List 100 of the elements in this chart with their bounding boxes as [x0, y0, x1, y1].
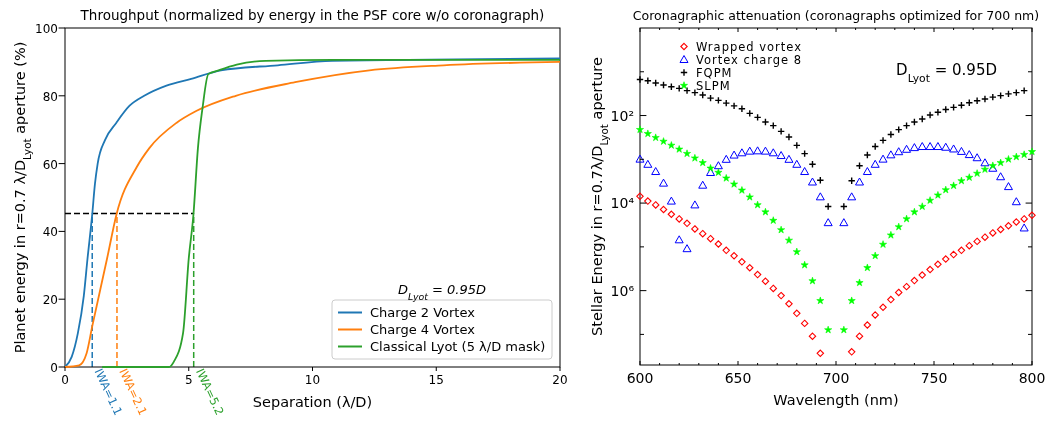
x-tick-label: 15	[428, 373, 444, 387]
point	[949, 181, 958, 190]
legend-label: FQPM	[696, 66, 733, 80]
point	[878, 154, 888, 163]
point	[706, 94, 715, 103]
point	[722, 246, 730, 255]
point	[785, 133, 793, 141]
point	[777, 225, 786, 234]
point	[644, 197, 652, 205]
point	[674, 235, 684, 244]
point	[777, 127, 786, 136]
point	[917, 142, 927, 151]
point	[714, 240, 723, 248]
point	[910, 276, 919, 285]
point	[675, 215, 683, 223]
point	[792, 247, 801, 256]
point	[777, 291, 785, 300]
point	[808, 276, 817, 285]
y-tick-label: 40	[42, 225, 58, 240]
point	[933, 142, 943, 151]
annotation: D$_{Lyot}$ = 0.95D	[896, 61, 997, 85]
point	[909, 143, 919, 152]
x-tick-label: 800	[1018, 370, 1046, 386]
point	[691, 225, 699, 233]
point	[996, 158, 1005, 167]
point	[855, 278, 864, 287]
point	[753, 270, 762, 279]
point	[816, 296, 825, 305]
point	[659, 205, 668, 214]
point	[926, 265, 934, 274]
point	[847, 176, 856, 185]
point	[690, 88, 699, 97]
point	[863, 151, 872, 159]
y-tick-label: 10²	[610, 107, 634, 124]
point	[651, 201, 660, 209]
point	[792, 141, 801, 150]
point	[738, 186, 746, 194]
point	[949, 250, 958, 259]
point	[957, 101, 966, 110]
y-tick-label: 20	[42, 293, 58, 308]
point	[949, 144, 959, 153]
point	[667, 210, 676, 219]
point	[636, 75, 644, 84]
legend-title: D$_{Lyot}$ = 0.95D	[398, 282, 486, 302]
point	[824, 202, 833, 211]
point	[730, 101, 738, 110]
point	[785, 300, 793, 308]
point	[839, 202, 848, 211]
point	[1004, 222, 1013, 230]
point	[698, 229, 707, 238]
point	[942, 255, 950, 263]
point	[1004, 89, 1013, 98]
point	[815, 192, 825, 201]
point	[651, 167, 661, 176]
point	[941, 142, 951, 151]
point	[659, 178, 669, 187]
point	[886, 130, 895, 139]
point	[659, 81, 668, 89]
point	[792, 159, 802, 168]
point	[887, 295, 895, 304]
point	[981, 165, 989, 173]
legend-label: Vortex charge 8	[696, 53, 803, 67]
x-tick-label: 700	[822, 370, 850, 386]
point	[879, 240, 887, 248]
point	[675, 145, 684, 153]
point	[800, 260, 809, 269]
point	[956, 146, 966, 155]
point	[683, 219, 691, 228]
point	[973, 169, 982, 177]
point	[863, 321, 872, 329]
point	[738, 258, 746, 266]
point	[902, 144, 912, 153]
chart-title: Throughput (normalized by energy in the PSF core w/o coronagraph)	[79, 7, 545, 23]
point	[855, 332, 864, 340]
point	[800, 167, 810, 176]
point	[902, 214, 911, 223]
point	[816, 349, 825, 358]
point	[926, 111, 934, 119]
point	[682, 244, 692, 253]
point	[847, 348, 856, 356]
x-tick-label: 5	[184, 373, 193, 387]
y-tick-label: 10⁴	[610, 195, 635, 212]
point	[886, 231, 895, 239]
point	[706, 234, 715, 243]
point	[988, 93, 997, 102]
y-tick-label: 60	[42, 157, 58, 172]
point	[902, 282, 911, 291]
chart-title: Coronagraphic attenuation (coronagraphs optimized for 700 nm)	[632, 8, 1040, 23]
point	[910, 207, 919, 216]
point	[980, 158, 990, 167]
point	[683, 149, 691, 157]
point	[847, 192, 857, 201]
point	[894, 288, 903, 297]
point	[768, 148, 778, 157]
point	[871, 311, 879, 319]
point	[753, 200, 762, 209]
point	[996, 172, 1006, 181]
x-axis-title: Separation (λ/D)	[252, 394, 373, 410]
point	[713, 161, 723, 170]
point	[894, 147, 904, 156]
